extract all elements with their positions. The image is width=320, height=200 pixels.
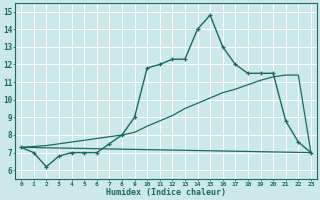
X-axis label: Humidex (Indice chaleur): Humidex (Indice chaleur) xyxy=(106,188,226,197)
